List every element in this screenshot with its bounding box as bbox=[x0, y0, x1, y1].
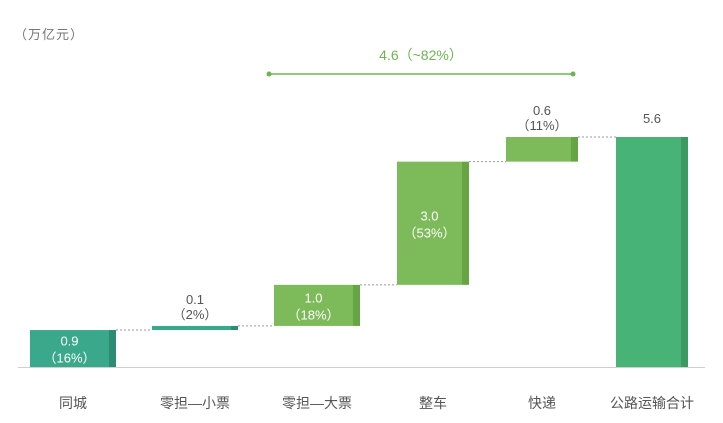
category-label: 整车 bbox=[419, 395, 447, 411]
bar-value-label: 0.6 bbox=[533, 103, 551, 118]
category-label: 同城 bbox=[59, 395, 87, 411]
bar-share-label: （53%） bbox=[403, 225, 455, 240]
category-label: 零担—小票 bbox=[160, 395, 230, 411]
bracket-endpoint bbox=[570, 71, 576, 77]
category-label: 快递 bbox=[528, 395, 556, 411]
bar bbox=[616, 137, 681, 367]
bar-side bbox=[109, 330, 116, 367]
bar-value-label: 1.0 bbox=[304, 290, 322, 305]
bar bbox=[397, 161, 462, 285]
category-label: 零担—大票 bbox=[282, 395, 352, 411]
bar-share-label: （16%） bbox=[43, 351, 95, 366]
bar-share-label: （2%） bbox=[173, 307, 218, 322]
bar-value-label: 0.9 bbox=[60, 334, 78, 349]
bar bbox=[30, 330, 109, 367]
bar-side bbox=[231, 325, 238, 331]
bar bbox=[506, 137, 571, 162]
bar-value-label: 3.0 bbox=[420, 208, 438, 223]
bar-side bbox=[462, 161, 469, 285]
bar-side bbox=[353, 284, 360, 326]
category-label: 公路运输合计 bbox=[610, 395, 694, 411]
bar-value-label: 5.6 bbox=[643, 111, 661, 126]
bracket-endpoint bbox=[266, 71, 272, 77]
bar bbox=[152, 325, 231, 331]
bracket-label: 4.6（~82%） bbox=[379, 47, 463, 63]
bar-value-label: 0.1 bbox=[186, 292, 204, 307]
bar-side bbox=[681, 137, 688, 367]
bar-share-label: （11%） bbox=[516, 118, 567, 133]
unit-label: （万亿元） bbox=[14, 27, 85, 42]
bar bbox=[274, 284, 353, 326]
bar-side bbox=[571, 137, 578, 162]
bar-share-label: （18%） bbox=[287, 307, 339, 322]
